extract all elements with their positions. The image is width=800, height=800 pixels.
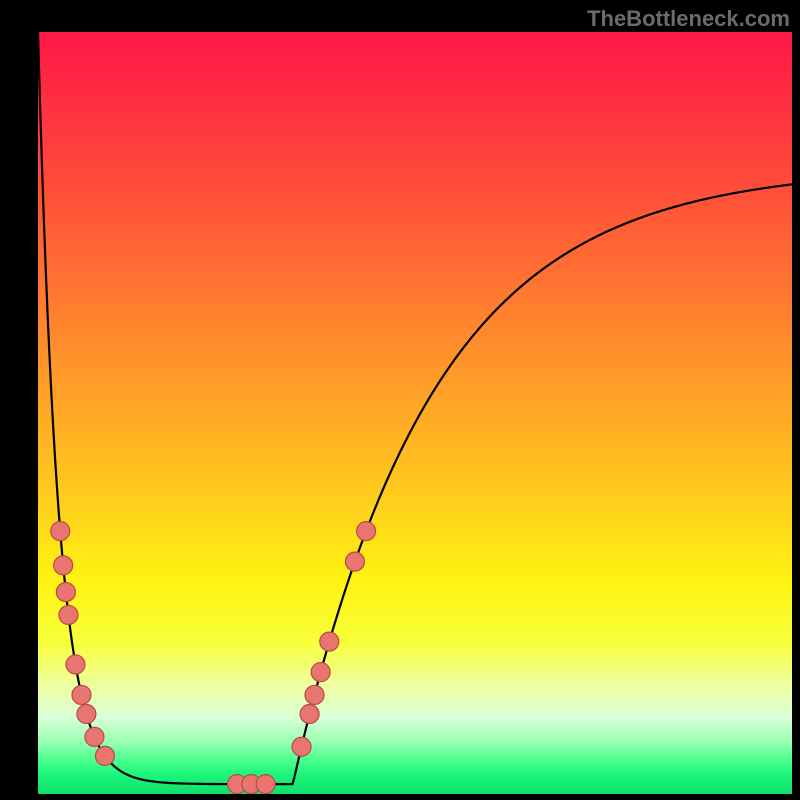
- marker-left-2: [56, 583, 75, 602]
- marker-right-4: [305, 685, 324, 704]
- gradient-background: [38, 32, 792, 794]
- marker-right-0: [357, 522, 376, 541]
- marker-left-6: [77, 704, 96, 723]
- marker-right-2: [320, 632, 339, 651]
- marker-right-1: [345, 552, 364, 571]
- chart-root: TheBottleneck.com: [0, 0, 800, 800]
- marker-left-1: [54, 556, 73, 575]
- marker-right-5: [300, 704, 319, 723]
- marker-bottom-2: [256, 775, 275, 794]
- marker-left-5: [72, 685, 91, 704]
- bottleneck-chart: [38, 32, 792, 794]
- marker-right-3: [311, 663, 330, 682]
- marker-left-4: [66, 655, 85, 674]
- marker-left-3: [59, 605, 78, 624]
- marker-left-0: [51, 522, 70, 541]
- marker-left-7: [85, 727, 104, 746]
- marker-left-8: [95, 746, 114, 765]
- watermark-label: TheBottleneck.com: [587, 6, 790, 32]
- marker-right-6: [292, 737, 311, 756]
